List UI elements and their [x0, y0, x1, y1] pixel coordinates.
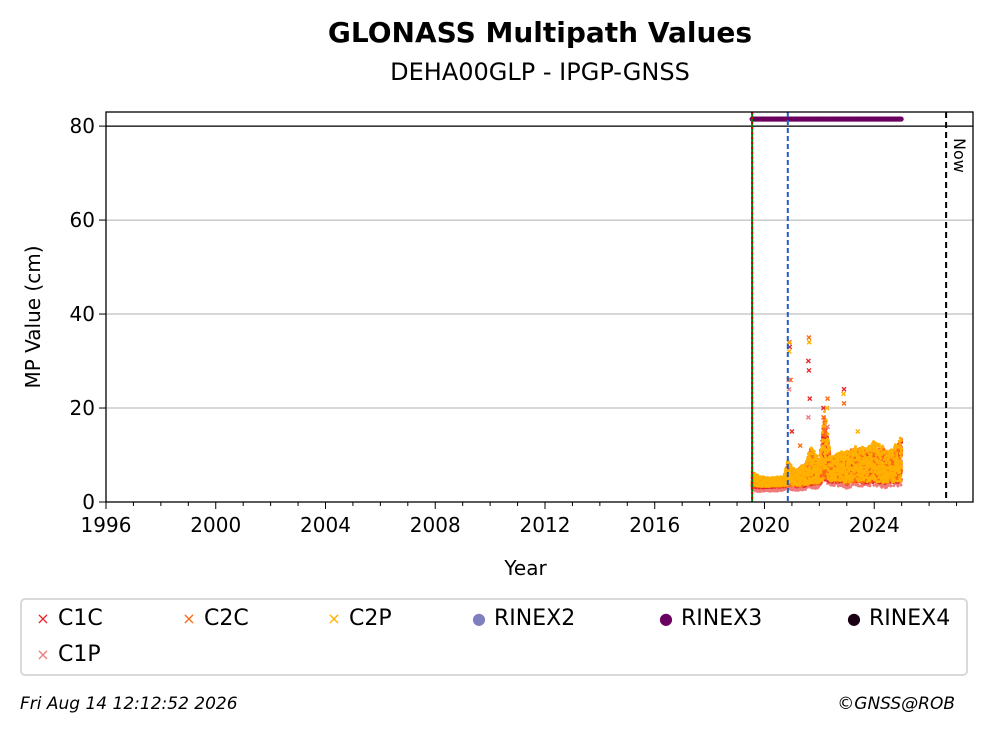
- c2p-point: [845, 449, 849, 453]
- c2p-point: [836, 461, 840, 465]
- c2p-point: [782, 475, 786, 479]
- c2p-point: [819, 471, 823, 475]
- c1p-point: [832, 483, 836, 487]
- c1p-point: [885, 484, 889, 488]
- c2p-point: [827, 440, 831, 444]
- c2p-point: [819, 450, 823, 454]
- c2p-point: [789, 472, 793, 476]
- c1p-point: [872, 483, 876, 487]
- c2p-point: [815, 454, 819, 458]
- chart-subtitle: DEHA00GLP - IPGP-GNSS: [390, 58, 690, 86]
- c2p-point: [826, 432, 830, 436]
- c1p-point: [849, 485, 853, 489]
- c1p-point: [801, 488, 805, 492]
- c2p-point: [819, 460, 823, 464]
- c2p-point: [787, 461, 791, 465]
- c1p-point: [889, 484, 893, 488]
- c2p-point: [812, 450, 816, 454]
- c2p-point: [810, 452, 814, 456]
- c2p-point: [825, 472, 829, 476]
- c2p-point: [830, 455, 834, 459]
- c1p-point: [851, 483, 855, 487]
- c2p-point: [815, 465, 819, 469]
- c2p-point: [820, 430, 824, 434]
- c2p-point: [821, 476, 825, 480]
- c2p-point: [811, 478, 815, 482]
- c2p-point: [842, 461, 846, 465]
- c2p-point: [819, 466, 823, 470]
- c2p-point: [802, 464, 806, 468]
- c2p-point: [834, 476, 838, 480]
- c2p-point: [830, 464, 834, 468]
- c2p-point: [827, 449, 831, 453]
- c2c-point: [828, 451, 832, 455]
- c2p-point: [812, 461, 816, 465]
- c2c-point: [824, 429, 828, 433]
- c2p-point: [824, 421, 828, 425]
- c2p-point: [841, 478, 845, 482]
- c1p-point: [839, 484, 843, 488]
- c2p-point: [808, 467, 812, 471]
- c2p-point: [847, 453, 851, 457]
- chart-title: GLONASS Multipath Values: [327, 16, 753, 49]
- c2p-point: [806, 482, 810, 486]
- c2p-point: [821, 424, 825, 428]
- c2p-point: [805, 462, 809, 466]
- c2c-point: [900, 468, 904, 472]
- c2p-point: [842, 463, 846, 467]
- c2p-point: [848, 480, 852, 484]
- c2c-point: [824, 477, 828, 481]
- c1p-point: [899, 483, 903, 487]
- c2p-point: [811, 481, 815, 485]
- c2p-point: [810, 448, 814, 452]
- c1p-point: [896, 484, 900, 488]
- c2p-point: [838, 478, 842, 482]
- c2p-point: [810, 473, 814, 477]
- plot-area: [106, 112, 973, 502]
- c2p-point: [844, 480, 848, 484]
- c2p-point: [827, 446, 831, 450]
- c2c-point: [823, 434, 827, 438]
- c1p-point: [868, 484, 872, 488]
- c2p-point: [823, 410, 827, 414]
- c2p-point: [821, 479, 825, 483]
- c2p-point: [843, 468, 847, 472]
- c2p-point: [760, 484, 764, 488]
- data-cluster: [750, 410, 904, 494]
- c2p-point: [823, 454, 827, 458]
- c2p-point: [837, 467, 841, 471]
- c2p-point: [842, 471, 846, 475]
- c2p-point: [789, 463, 793, 467]
- c2p-point: [819, 468, 823, 472]
- c2p-point: [821, 438, 825, 442]
